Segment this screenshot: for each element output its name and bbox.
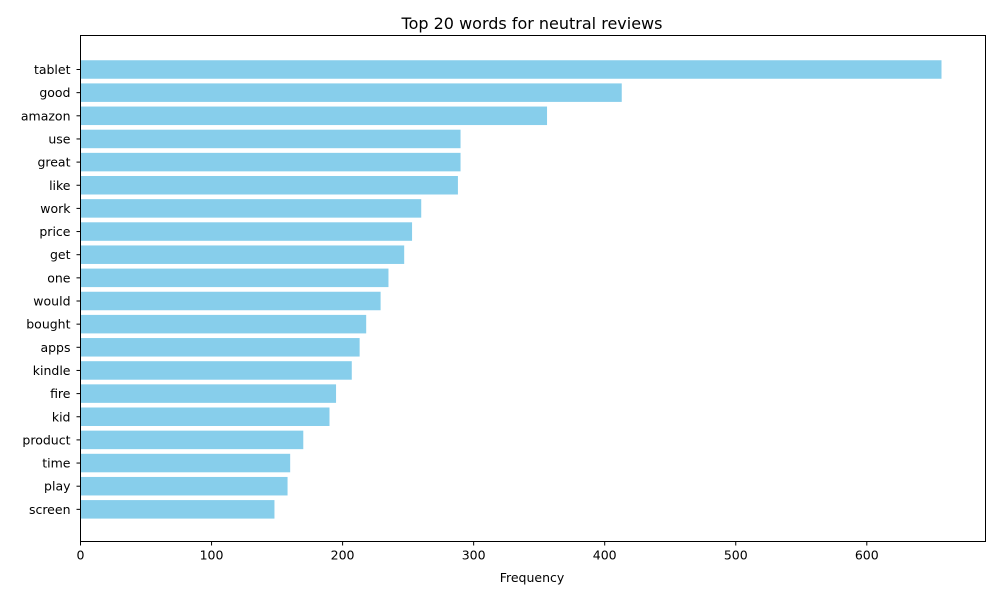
bar-bought	[80, 314, 367, 334]
y-tick-label-time: time	[42, 456, 71, 471]
bar-use	[80, 129, 461, 149]
y-axis-ticks: tablet good amazon use great like work price get…	[21, 62, 81, 517]
x-axis-label: Frequency	[500, 570, 565, 585]
y-tick-label-fire: fire	[50, 386, 71, 401]
y-tick-label-play: play	[44, 479, 71, 494]
y-tick-label-kid: kid	[52, 409, 71, 424]
y-tick-label-work: work	[40, 201, 71, 216]
bars-group	[80, 60, 942, 519]
bar-apps	[80, 338, 360, 357]
y-tick-label-bought: bought	[26, 317, 70, 332]
y-tick-label-price: price	[39, 224, 70, 239]
x-tick-label-400: 400	[593, 548, 617, 563]
bar-kid	[80, 407, 330, 426]
y-tick-label-use: use	[48, 131, 70, 146]
chart-title: Top 20 words for neutral reviews	[401, 14, 663, 33]
y-tick-label-great: great	[37, 155, 70, 170]
bar-work	[80, 199, 422, 218]
bar-time	[80, 453, 291, 473]
bar-kindle	[80, 361, 352, 380]
bar-great	[80, 152, 461, 172]
bar-product	[80, 430, 304, 450]
x-tick-label-500: 500	[724, 548, 748, 563]
bar-fire	[80, 384, 337, 403]
y-tick-label-screen: screen	[29, 502, 71, 517]
x-tick-label-0: 0	[77, 548, 85, 563]
y-tick-label-amazon: amazon	[21, 108, 71, 123]
bar-would	[80, 291, 381, 311]
y-tick-label-kindle: kindle	[33, 363, 71, 378]
plot-frame	[80, 35, 986, 542]
x-tick-label-100: 100	[200, 548, 224, 563]
bar-amazon	[80, 106, 548, 126]
x-tick-label-300: 300	[462, 548, 486, 563]
y-tick-label-like: like	[49, 178, 71, 193]
x-axis-ticks: 0 100 200 300 400 500 600	[77, 541, 879, 563]
x-tick-label-600: 600	[855, 548, 879, 563]
x-tick-label-200: 200	[331, 548, 355, 563]
bar-tablet	[80, 60, 942, 79]
y-tick-label-one: one	[47, 270, 71, 285]
y-tick-label-tablet: tablet	[34, 62, 71, 77]
y-tick-label-get: get	[50, 247, 71, 262]
y-tick-label-apps: apps	[40, 340, 70, 355]
y-tick-label-product: product	[22, 432, 70, 447]
bar-price	[80, 222, 413, 241]
bar-one	[80, 268, 389, 288]
y-tick-label-would: would	[33, 294, 70, 309]
bar-play	[80, 476, 288, 496]
bar-like	[80, 176, 458, 195]
y-tick-label-good: good	[39, 85, 70, 100]
bar-get	[80, 245, 405, 264]
bar-screen	[80, 500, 275, 519]
bar-good	[80, 83, 622, 102]
